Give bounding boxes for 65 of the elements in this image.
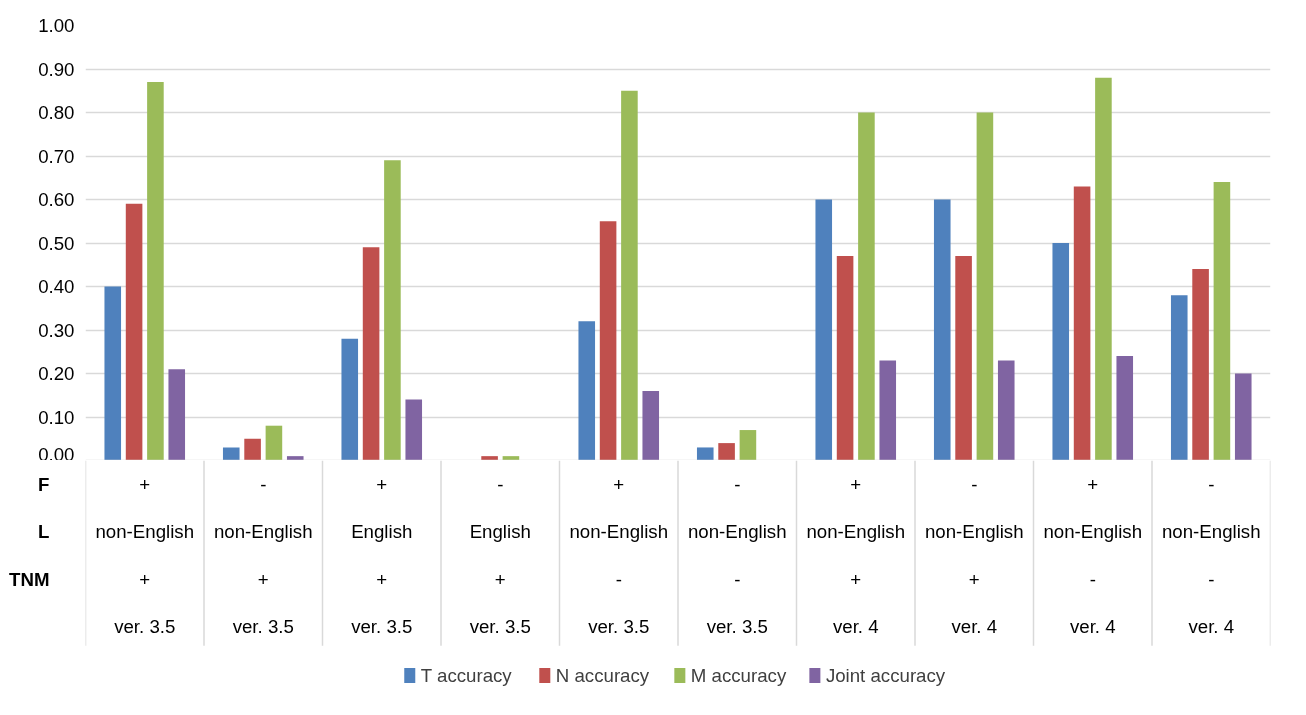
category-label: - English + ver. 3.5: [469, 473, 531, 638]
y-tick-label: 0.60: [38, 189, 75, 210]
bar: [642, 390, 660, 460]
y-tick-label: 0.00: [38, 443, 75, 465]
bar: [1052, 243, 1070, 460]
bar: [718, 443, 735, 460]
category-label: - non-English - ver. 4: [1161, 473, 1261, 638]
bar: [578, 321, 596, 460]
legend-label: Joint accuracy: [825, 665, 946, 686]
bar: [739, 430, 757, 460]
bar: [815, 199, 833, 460]
bar: [384, 160, 401, 460]
bar: [104, 286, 122, 460]
bar: [955, 256, 972, 460]
y-tick-label: 0.80: [38, 102, 75, 123]
category-label: - non-English + ver. 3.5: [213, 473, 313, 638]
bar: [1095, 77, 1112, 460]
text: TNM: [9, 568, 50, 590]
y-tick-label: 0.70: [38, 145, 75, 167]
bar: [621, 90, 638, 460]
y-tick-label: 0.30: [38, 319, 75, 341]
y-tick-label: 0.90: [38, 58, 75, 80]
text: L: [38, 521, 50, 543]
bar: [147, 82, 164, 460]
bar: [125, 203, 143, 460]
y-tick-label: 1.00: [38, 15, 75, 36]
category-label: + non-English - ver. 3.5: [569, 473, 669, 638]
bar: [933, 199, 951, 460]
text: F: [38, 473, 50, 495]
bar: [265, 425, 283, 460]
bar: [1073, 186, 1091, 460]
bar: [481, 456, 498, 460]
bar: [362, 247, 380, 460]
category-label: + non-English + ver. 3.5: [95, 473, 195, 638]
y-tick-label: 0.20: [38, 363, 75, 384]
category-label: - non-English + ver. 4: [924, 473, 1024, 638]
category-label: + English + ver. 3.5: [351, 473, 413, 638]
y-tick-label: 0.10: [38, 406, 75, 428]
bar: [997, 360, 1015, 460]
bar: [502, 456, 520, 460]
legend-label: T accuracy: [420, 665, 513, 686]
y-tick-label: 0.40: [38, 276, 75, 297]
bar: [858, 112, 875, 460]
bar: [244, 438, 261, 460]
category-label: + non-English - ver. 4: [1043, 473, 1143, 638]
legend-label: N accuracy: [555, 665, 650, 686]
bar: [1192, 269, 1209, 460]
bar: [1213, 182, 1231, 460]
bar: [222, 447, 240, 460]
bar: [341, 338, 359, 460]
y-tick-label: 0.50: [38, 232, 75, 254]
bar: [696, 447, 714, 460]
category-label: + non-English + ver. 4: [806, 473, 906, 638]
bar: [1234, 373, 1252, 460]
bar: [879, 360, 897, 460]
bar: [405, 399, 423, 460]
bar: [168, 369, 186, 460]
bar: [286, 456, 304, 460]
legend-label: M accuracy: [690, 665, 787, 686]
category-label: - non-English - ver. 3.5: [687, 473, 787, 638]
bar: [599, 221, 617, 460]
bar: [976, 112, 994, 460]
bar: [836, 256, 854, 460]
bar: [1170, 295, 1188, 460]
bar: [1116, 356, 1134, 460]
